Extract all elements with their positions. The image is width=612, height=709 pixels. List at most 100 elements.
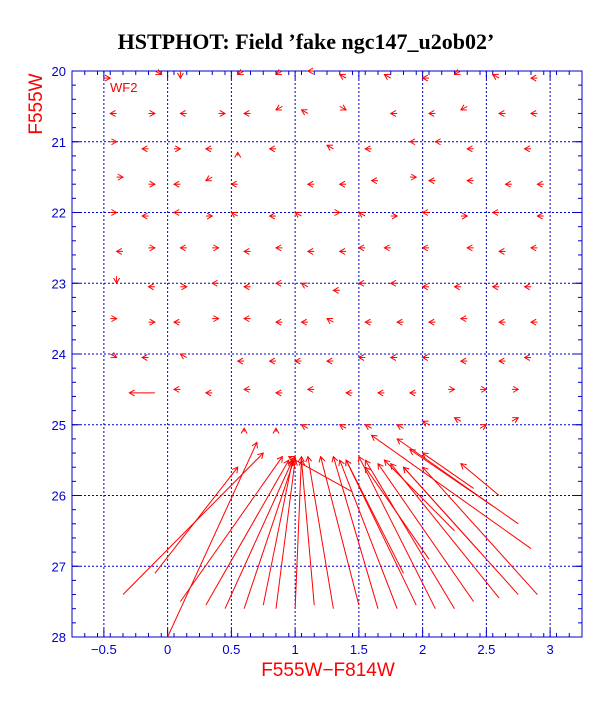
data-arrow [332,286,340,294]
data-arrow [294,211,302,218]
y-tick-label: 23 [52,276,66,291]
data-arrow [300,282,309,289]
data-arrow [109,110,117,117]
data-arrow [204,145,213,153]
data-arrow [383,459,455,532]
data-arrow [272,427,280,434]
data-arrow [479,424,488,431]
data-arrow [389,279,398,287]
data-arrow [466,244,474,252]
data-arrow [318,455,360,606]
data-arrow [236,357,245,365]
data-arrow [421,244,429,252]
data-arrow [338,247,347,255]
data-arrow [448,385,456,393]
data-arrow [345,459,404,574]
data-arrow [275,69,283,76]
data-arrow [466,177,474,185]
data-arrow [306,67,315,75]
data-arrow [358,455,436,609]
data-arrow [434,138,442,146]
data-arrow [243,110,251,117]
data-arrow [427,110,436,117]
y-tick-label: 27 [52,559,66,574]
data-arrows [103,67,544,638]
data-arrow [243,283,251,291]
data-arrow [115,247,123,255]
data-arrow [498,318,506,326]
data-arrow [110,138,118,146]
data-arrow [466,145,474,153]
data-arrow [141,354,149,361]
data-arrow [148,110,156,117]
data-arrow [364,459,455,609]
data-arrow [167,441,258,638]
data-arrow [511,385,520,393]
data-arrow [179,455,283,602]
data-arrow [491,73,500,80]
data-arrow [529,318,538,326]
data-arrow [141,145,149,153]
data-arrow [148,244,156,252]
data-arrow [421,466,538,595]
data-arrow [376,389,385,397]
data-arrow [205,175,213,182]
data-arrow [396,424,404,431]
data-arrow [421,209,429,216]
data-arrow [529,74,538,82]
data-arrow [421,283,429,291]
data-arrow [338,424,347,431]
data-arrow [498,357,506,365]
data-arrow [154,69,163,76]
data-arrow [173,318,181,326]
data-arrow [268,212,276,220]
x-tick-label: 1.5 [350,642,368,657]
data-arrow [300,318,308,326]
data-arrow [357,354,366,361]
x-tick-label: 2 [419,642,426,657]
data-arrow [205,459,290,606]
data-arrow [287,455,353,493]
data-arrow [364,466,430,560]
data-arrow [211,279,219,287]
axis-ticks: −0.5 0 0.5 1 1.5 2 2.5 3 20 21 22 23 24 25 26 27 28 [52,64,583,657]
data-arrow [370,434,532,549]
y-tick-label: 21 [52,135,66,150]
data-arrow [536,212,544,220]
grid-lines [72,71,582,637]
data-arrow [370,177,378,185]
y-axis-label: F555W [26,73,47,134]
data-arrow [179,110,187,117]
x-tick-label: −0.5 [91,642,117,657]
data-arrow [275,104,283,111]
y-tick-label: 24 [52,347,66,362]
data-arrow [240,427,248,434]
data-arrow [364,145,372,153]
data-arrow [113,276,121,285]
data-arrow [154,466,239,574]
data-arrow [338,73,347,80]
data-arrow [294,357,302,365]
data-arrow [460,212,469,220]
data-arrow [110,209,118,216]
data-arrow [268,145,276,153]
data-arrow [338,180,347,188]
data-arrow [338,459,398,609]
data-arrow [205,212,214,220]
data-arrow [305,455,334,609]
data-arrow [408,138,417,146]
data-arrow [331,455,379,609]
data-arrow [523,354,531,361]
data-arrow [174,145,182,153]
data-arrow [243,247,251,255]
data-arrow [268,357,276,365]
data-arrow [333,209,341,216]
data-arrow [498,110,506,117]
data-arrow [234,151,242,158]
data-arrow [421,354,429,361]
data-arrow [383,244,391,252]
data-arrow [453,283,461,291]
data-arrow [230,211,238,218]
chart-title: HSTPHOT: Field ’fake ngc147_u2ob02’ [118,29,495,54]
